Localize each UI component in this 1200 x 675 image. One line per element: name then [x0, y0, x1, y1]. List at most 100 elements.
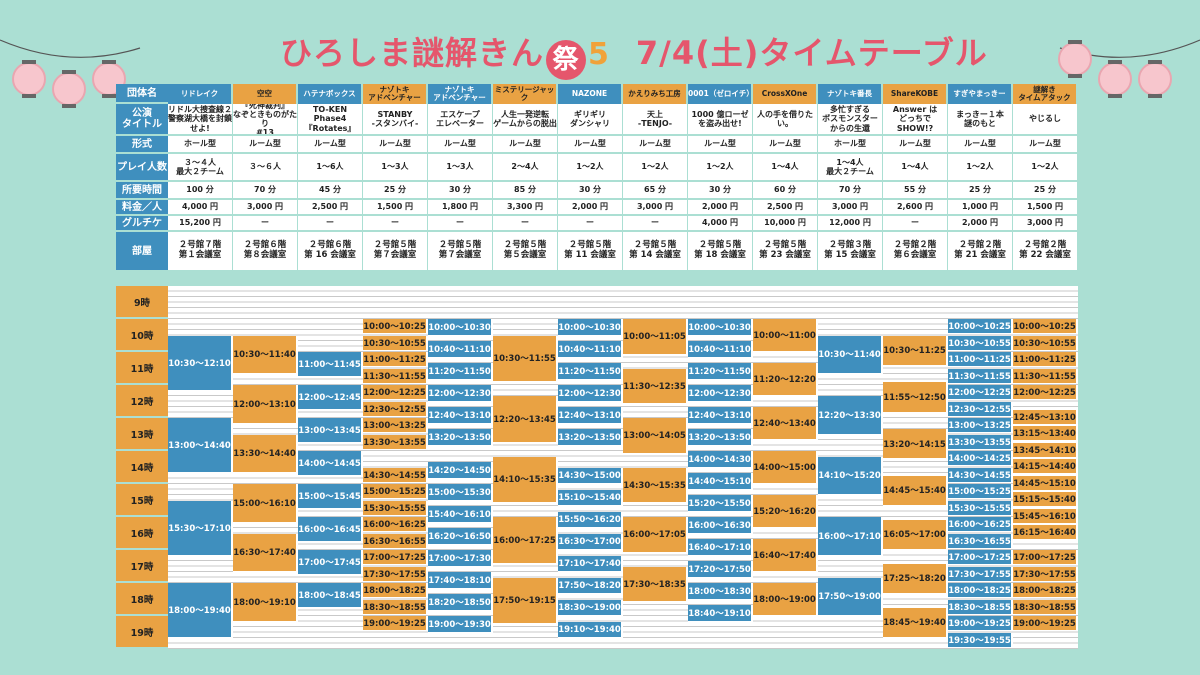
info-format: ルーム型 [883, 136, 948, 154]
time-slot: 16:30〜16:55 [948, 533, 1013, 549]
info-title: TO-KEN Phase4 『Rotates』 [298, 104, 363, 136]
time-slot: 15:20〜15:50 [688, 495, 753, 512]
time-slot: 11:00〜11:45 [298, 352, 363, 377]
time-slot: 17:30〜18:35 [623, 566, 688, 603]
time-slot: 12:00〜12:30 [558, 385, 623, 402]
time-slot: 14:30〜15:35 [623, 467, 688, 504]
event-number: 5 [588, 37, 610, 72]
time-slot: 17:25〜18:20 [883, 563, 948, 594]
info-format: ルーム型 [688, 136, 753, 154]
info-players: 1〜2人 [1013, 154, 1078, 182]
time-slot: 16:20〜16:50 [428, 528, 493, 545]
hour-label: 15時 [116, 484, 168, 517]
time-slot: 12:45〜13:10 [1013, 409, 1078, 425]
time-slot: 19:00〜19:25 [948, 616, 1013, 631]
time-slot: 13:15〜13:40 [1013, 426, 1078, 442]
row-label: 所要時間 [116, 182, 168, 200]
time-slot: 10:00〜11:00 [753, 319, 818, 352]
time-slot: 18:30〜18:55 [363, 599, 428, 615]
hour-label: 18時 [116, 583, 168, 616]
time-slot: 11:00〜11:25 [1013, 352, 1078, 367]
time-slot: 15:00〜15:25 [948, 484, 1013, 499]
time-slot: 11:20〜11:50 [688, 363, 753, 380]
info-format: ルーム型 [558, 136, 623, 154]
info-duration: 30 分 [428, 182, 493, 200]
hour-label: 19時 [116, 616, 168, 649]
time-slot: 14:00〜15:00 [753, 451, 818, 484]
info-players: 1〜2人 [688, 154, 753, 182]
time-slot: 10:30〜10:55 [363, 335, 428, 351]
info-room: ２号館２階 第 22 会議室 [1013, 232, 1078, 272]
info-price: 2,500 円 [753, 200, 818, 216]
info-group: ー [298, 216, 363, 232]
info-group: ー [883, 216, 948, 232]
info-price: 2,500 円 [298, 200, 363, 216]
time-slot: 13:30〜13:55 [363, 434, 428, 450]
time-slot: 16:05〜17:00 [883, 519, 948, 550]
info-players: 1〜4人 最大２チーム [818, 154, 883, 182]
time-slot: 17:30〜17:55 [363, 566, 428, 582]
time-slot: 19:00〜19:25 [363, 616, 428, 631]
time-slot: 10:30〜10:55 [948, 335, 1013, 351]
sakura-logo: 祭 [546, 40, 587, 80]
time-slot: 13:20〜13:50 [558, 429, 623, 446]
info-players: 1〜3人 [363, 154, 428, 182]
time-slot: 13:00〜13:45 [298, 418, 363, 443]
info-players: 1〜2人 [558, 154, 623, 182]
info-players: 2〜4人 [493, 154, 558, 182]
info-price: 3,000 円 [818, 200, 883, 216]
time-slot: 14:00〜14:25 [948, 451, 1013, 466]
time-slot: 16:15〜16:40 [1013, 525, 1078, 541]
org-name: ハテナボックス [298, 84, 363, 104]
time-slot: 11:20〜12:20 [753, 363, 818, 396]
time-slot: 15:40〜16:10 [428, 506, 493, 523]
org-name: ShareKOBE [883, 84, 948, 104]
info-duration: 30 分 [688, 182, 753, 200]
time-slot: 14:30〜15:00 [558, 467, 623, 484]
hour-label: 16時 [116, 517, 168, 550]
row-label: 団体名 [116, 84, 168, 104]
info-players: ３〜６人 [233, 154, 298, 182]
time-slot: 14:30〜14:55 [363, 467, 428, 483]
time-slot: 15:45〜16:10 [1013, 508, 1078, 524]
row-label: グルチケ [116, 216, 168, 232]
hour-label: 9時 [116, 286, 168, 319]
org-name: 謎解き タイムアタック [1013, 84, 1078, 104]
time-slot: 14:00〜14:45 [298, 451, 363, 476]
time-slot: 10:00〜10:30 [558, 319, 623, 336]
time-slot: 18:00〜19:40 [168, 583, 233, 638]
info-group: 10,000 円 [753, 216, 818, 232]
info-group: ー [623, 216, 688, 232]
time-slot: 17:30〜17:55 [948, 566, 1013, 582]
info-room: ２号館５階 第７会議室 [428, 232, 493, 272]
info-group: ー [493, 216, 558, 232]
org-name: ミステリージャック [493, 84, 558, 104]
org-name: かえりみち工房 [623, 84, 688, 104]
date-heading: 7/4(土)タイムテーブル [635, 34, 988, 72]
time-slot: 17:00〜17:45 [298, 550, 363, 575]
time-slot: 14:10〜15:35 [493, 456, 558, 504]
info-room: ２号館２階 第 21 会議室 [948, 232, 1013, 272]
info-title: エスケープ エレベーター [428, 104, 493, 136]
time-slot: 12:00〜12:25 [363, 385, 428, 400]
info-room: ２号館５階 第 11 会議室 [558, 232, 623, 272]
info-room: ２号館２階 第６会議室 [883, 232, 948, 272]
info-group: 12,000 円 [818, 216, 883, 232]
time-slot: 14:20〜14:50 [428, 462, 493, 479]
org-name: 空空 [233, 84, 298, 104]
org-name: リドレイク [168, 84, 233, 104]
info-room: ２号館３階 第 15 会議室 [818, 232, 883, 272]
info-group: 3,000 円 [1013, 216, 1078, 232]
page-title: ひろしま謎解きん祭 5 7/4(土)タイムテーブル [280, 28, 988, 80]
time-slot: 13:00〜14:40 [168, 418, 233, 473]
info-format: ルーム型 [363, 136, 428, 154]
info-players: 1〜2人 [948, 154, 1013, 182]
row-label: 料金／人 [116, 200, 168, 216]
info-format: ルーム型 [233, 136, 298, 154]
time-slot: 15:30〜15:55 [363, 500, 428, 516]
time-slot: 12:00〜12:25 [948, 385, 1013, 400]
info-room: ２号館７階 第１会議室 [168, 232, 233, 272]
time-slot: 11:30〜11:55 [1013, 368, 1078, 384]
time-slot: 11:20〜11:50 [558, 363, 623, 380]
info-group: ー [558, 216, 623, 232]
